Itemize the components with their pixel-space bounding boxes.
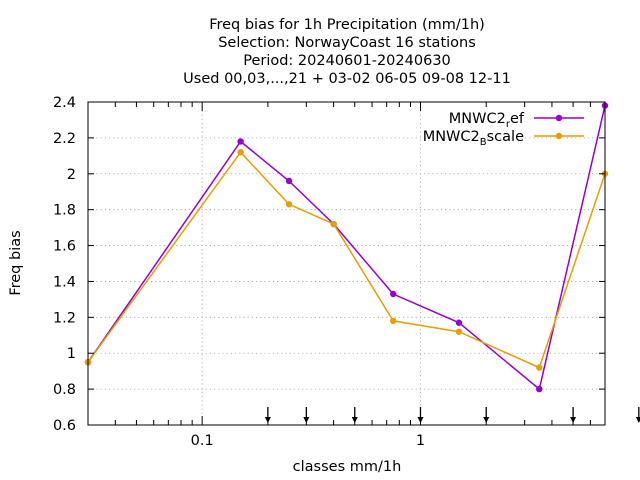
- class-arrows: [264, 407, 640, 423]
- series-line-1: [87, 105, 606, 391]
- series-2-point: [285, 201, 293, 208]
- y-tick-label: 0.6: [53, 418, 76, 434]
- class-arrow-head: [635, 417, 640, 423]
- legend-marker-2: [555, 132, 563, 140]
- class-arrow-head: [483, 417, 490, 423]
- title-line: Used 00,03,...,21 + 03-02 06-05 09-08 12…: [183, 71, 511, 87]
- class-arrow-head: [303, 417, 310, 423]
- grid-lines: [88, 102, 605, 425]
- axes: 0.6 0.8 1 1.2 1.4 1.6 1.8 2 2.2 2.4 0.1 1: [53, 95, 606, 449]
- x-tick-label: 1: [416, 433, 425, 449]
- series-1-point: [285, 177, 293, 185]
- series-2-point: [330, 220, 337, 228]
- y-tick-label: 0.8: [53, 382, 76, 398]
- y-axis-label: Freq bias: [8, 230, 24, 295]
- class-arrow-head: [417, 417, 424, 423]
- y-tick-label: 1.4: [53, 274, 76, 290]
- title-line: Freq bias for 1h Precipitation (mm/1h): [209, 17, 485, 33]
- class-arrow-head: [264, 417, 271, 423]
- y-tick-label: 2.4: [53, 95, 76, 111]
- series-1-point: [455, 319, 463, 326]
- series-lines: [84, 102, 609, 393]
- series-2-point: [237, 149, 244, 156]
- y-tick-label: 1.2: [53, 310, 76, 326]
- series-1-point: [536, 385, 543, 393]
- title-line: Period: 20240601-20240630: [243, 53, 451, 69]
- legend-label-2: MNWC2Bscale: [423, 129, 524, 148]
- legend-marker-1: [555, 114, 563, 122]
- x-tick-label: 0.1: [191, 433, 214, 449]
- class-arrow-head: [351, 417, 358, 423]
- class-arrow-head: [570, 417, 577, 423]
- series-2-point: [390, 317, 397, 325]
- series-2-point: [455, 328, 463, 335]
- series-1-point: [237, 138, 244, 145]
- y-tick-label: 2.2: [53, 131, 76, 147]
- y-tick-label: 2: [67, 167, 76, 183]
- y-tick-label: 1.8: [53, 203, 76, 219]
- plot-frame: [87, 101, 606, 426]
- title-line: Selection: NorwayCoast 16 stations: [218, 35, 476, 51]
- x-axis-label: classes mm/1h: [293, 459, 402, 475]
- series-2-point: [536, 364, 543, 371]
- series-1-point: [390, 290, 397, 298]
- series-line-2: [87, 151, 606, 369]
- y-tick-label: 1.6: [53, 239, 76, 255]
- legend-label-1: MNWC2ref: [449, 111, 525, 130]
- chart-title: Freq bias for 1h Precipitation (mm/1h) Se…: [183, 17, 511, 87]
- y-tick-label: 1: [67, 346, 76, 362]
